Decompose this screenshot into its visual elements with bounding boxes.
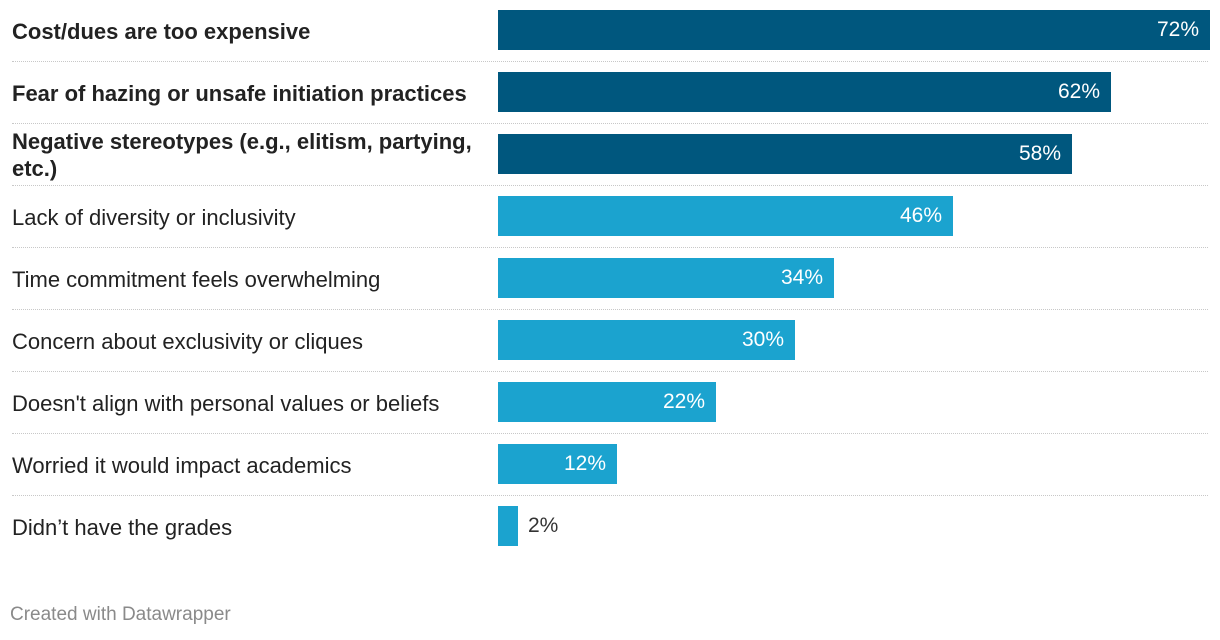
row-separator — [12, 371, 1208, 372]
chart-row: Didn’t have the grades 2% — [0, 496, 1220, 558]
bar — [498, 320, 795, 360]
chart-row: Lack of diversity or inclusivity 46% — [0, 186, 1220, 248]
bar — [498, 444, 617, 484]
category-label: Lack of diversity or inclusivity — [12, 204, 296, 230]
row-separator — [12, 185, 1208, 186]
value-label: 72% — [1156, 18, 1199, 41]
value-label: 22% — [662, 390, 705, 413]
row-separator — [12, 123, 1208, 124]
bar — [498, 72, 1111, 112]
category-label: Cost/dues are too expensive — [12, 18, 311, 44]
chart-row: Fear of hazing or unsafe initiation prac… — [0, 62, 1220, 124]
chart-row: Time commitment feels overwhelming 34% — [0, 248, 1220, 310]
chart-row: Worried it would impact academics 12% — [0, 434, 1220, 496]
chart-row: Concern about exclusivity or cliques 30% — [0, 310, 1220, 372]
value-label: 12% — [563, 452, 606, 475]
category-label: Fear of hazing or unsafe initiation prac… — [12, 80, 467, 106]
row-separator — [12, 247, 1208, 248]
value-label: 30% — [741, 328, 784, 351]
chart-row: Doesn't align with personal values or be… — [0, 372, 1220, 434]
datawrapper-credit: Created with Datawrapper — [10, 604, 231, 625]
row-separator — [12, 61, 1208, 62]
category-label: Didn’t have the grades — [12, 514, 233, 540]
value-label: 34% — [780, 266, 823, 289]
row-separator — [12, 309, 1208, 310]
bar — [498, 10, 1210, 50]
category-label: Doesn't align with personal values or be… — [12, 390, 440, 416]
bar — [498, 134, 1072, 174]
value-label: 58% — [1018, 142, 1061, 165]
value-label: 2% — [528, 514, 559, 537]
row-separator — [12, 433, 1208, 434]
category-label: Concern about exclusivity or cliques — [12, 328, 363, 354]
category-label: Worried it would impact academics — [12, 452, 352, 478]
chart-row: Cost/dues are too expensive 72% — [0, 0, 1220, 62]
row-separator — [12, 495, 1208, 496]
bar — [498, 196, 953, 236]
bar — [498, 382, 716, 422]
category-label: Time commitment feels overwhelming — [12, 266, 381, 292]
category-label: Negative stereotypes (e.g., elitism, par… — [12, 129, 472, 181]
value-label: 62% — [1057, 80, 1100, 103]
bar — [498, 258, 834, 298]
bar — [498, 506, 518, 546]
value-label: 46% — [899, 204, 942, 227]
chart-row: Negative stereotypes (e.g., elitism, par… — [0, 124, 1220, 186]
